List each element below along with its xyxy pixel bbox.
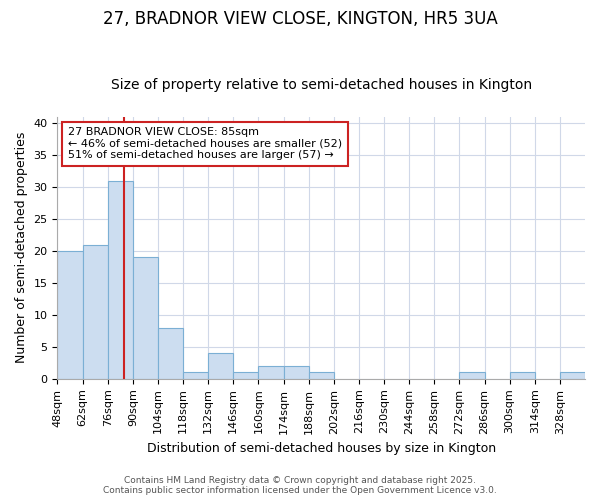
Bar [58,251,83,379]
Bar [308,372,334,379]
Text: 27, BRADNOR VIEW CLOSE, KINGTON, HR5 3UA: 27, BRADNOR VIEW CLOSE, KINGTON, HR5 3UA [103,10,497,28]
Bar [509,372,535,379]
X-axis label: Distribution of semi-detached houses by size in Kington: Distribution of semi-detached houses by … [146,442,496,455]
Text: Contains HM Land Registry data © Crown copyright and database right 2025.
Contai: Contains HM Land Registry data © Crown c… [103,476,497,495]
Bar [460,372,485,379]
Bar [107,180,133,379]
Bar [208,354,233,379]
Y-axis label: Number of semi-detached properties: Number of semi-detached properties [15,132,28,364]
Title: Size of property relative to semi-detached houses in Kington: Size of property relative to semi-detach… [110,78,532,92]
Bar [133,258,158,379]
Text: 27 BRADNOR VIEW CLOSE: 85sqm
← 46% of semi-detached houses are smaller (52)
51% : 27 BRADNOR VIEW CLOSE: 85sqm ← 46% of se… [68,128,342,160]
Bar [233,372,259,379]
Bar [83,244,107,379]
Bar [183,372,208,379]
Bar [284,366,308,379]
Bar [158,328,183,379]
Bar [560,372,585,379]
Bar [259,366,284,379]
